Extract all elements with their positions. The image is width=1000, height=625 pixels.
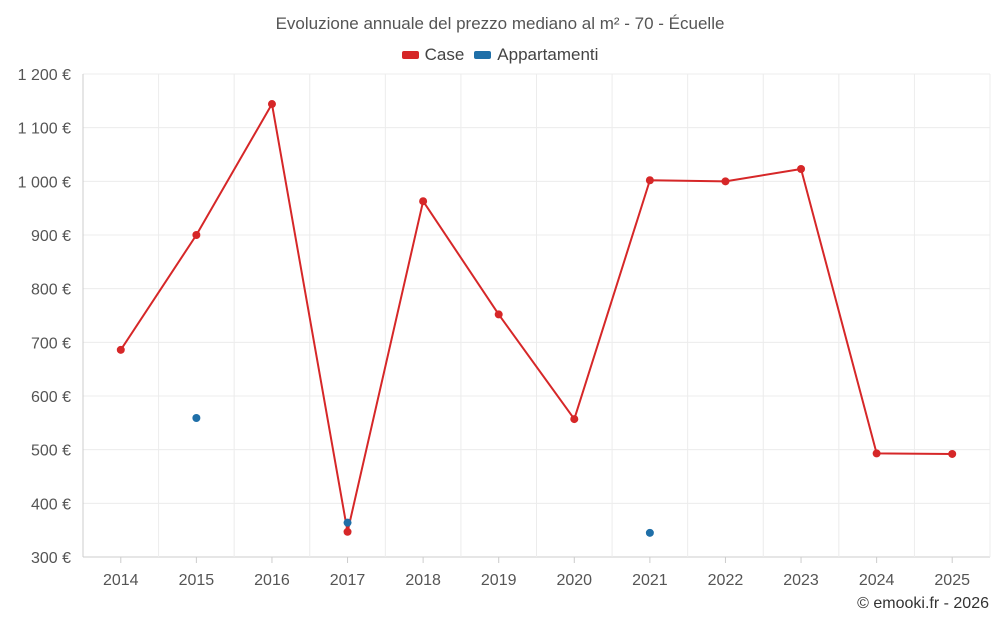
y-tick-label: 500 € [31,443,71,460]
data-point-case [797,164,806,173]
credit-text: © emooki.fr - 2026 [857,595,989,612]
x-tick-label: 2023 [783,572,819,589]
legend-swatch-appartamenti [474,51,492,59]
y-tick-label: 700 € [31,335,71,352]
legend-item-appartamenti[interactable]: Appartamenti [474,45,598,65]
x-tick-label: 2014 [103,572,139,589]
legend-swatch-case [401,51,419,59]
y-tick-label: 1 200 € [18,67,71,84]
data-point-case [267,100,276,109]
data-point-case [948,449,957,458]
chart-legend: Case Appartamenti [0,45,1000,65]
data-point-case [116,345,125,354]
x-tick-label: 2024 [859,572,895,589]
series-line-case [119,103,953,533]
x-tick-label: 2022 [708,572,744,589]
y-tick-label: 600 € [31,389,71,406]
legend-label-appartamenti: Appartamenti [497,45,599,64]
data-point-case [343,527,352,536]
legend-item-case[interactable]: Case [401,45,465,65]
y-tick-label: 1 100 € [18,121,71,138]
y-tick-label: 400 € [31,496,71,513]
x-tick-label: 2018 [405,572,441,589]
data-point-appartamenti [192,414,201,423]
chart-title: Evoluzione annuale del prezzo mediano al… [275,14,725,33]
y-tick-label: 900 € [31,228,71,245]
data-point-appartamenti [645,528,654,537]
y-tick-label: 1 000 € [18,174,71,191]
x-tick-label: 2020 [556,572,592,589]
data-point-case [872,449,881,458]
legend-label-case: Case [424,45,465,64]
y-tick-label: 300 € [31,550,71,567]
x-tick-label: 2019 [481,572,517,589]
y-tick-label: 800 € [31,282,71,299]
data-point-appartamenti [343,518,352,527]
x-tick-label: 2025 [934,572,970,589]
data-point-case [419,197,428,206]
x-tick-label: 2016 [254,572,290,589]
data-point-case [192,231,201,239]
x-tick-label: 2021 [632,572,668,589]
data-point-case [494,310,503,319]
data-point-case [645,176,654,185]
x-tick-label: 2017 [330,572,366,589]
x-tick-label: 2015 [179,572,215,589]
data-point-case [721,177,730,186]
data-point-case [570,415,579,424]
